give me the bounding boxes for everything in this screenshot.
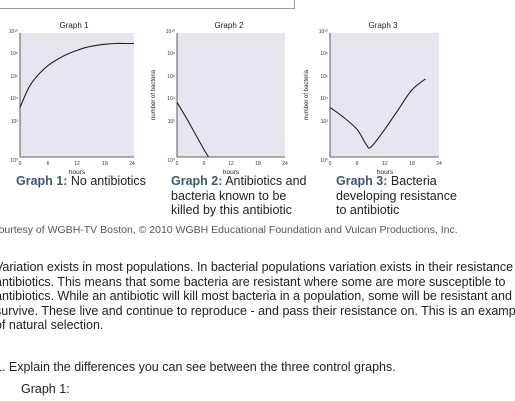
graph-2-caption-line: Antibiotics and xyxy=(222,174,307,188)
graph-2-x-label: hours xyxy=(223,169,240,176)
graph-2-svg: Graph 2 number of bacteria 10¹⁰ 10⁸ 10⁶ … xyxy=(151,21,288,176)
graph-1-series-line xyxy=(19,42,134,108)
graph-2: Graph 2 number of bacteria 10¹⁰ 10⁸ 10⁶ … xyxy=(151,18,288,176)
graph-2-plot-area xyxy=(177,33,285,157)
paragraph-line: antibiotics. While an antibiotic will ki… xyxy=(0,289,512,304)
y-tick-label: 10⁶ xyxy=(320,74,328,80)
graph-3-plot-area xyxy=(330,33,439,157)
graph-2-caption-label: Graph 2: xyxy=(171,174,223,188)
y-tick-label: 10⁴ xyxy=(320,96,328,102)
graph-1-title: Graph 1 xyxy=(60,21,89,30)
y-tick-label: 10¹⁰ xyxy=(9,29,18,35)
natural-selection-paragraph: Variation exists in most populations. In… xyxy=(0,260,515,333)
graph-3-y-label: number of bacteria xyxy=(304,69,310,120)
x-tick-label: 6 xyxy=(47,161,50,167)
question-1: 1. Explain the differences you can see b… xyxy=(0,360,396,374)
graph-3-y-ticks: 10¹⁰ 10⁸ 10⁶ 10⁴ 10² 10⁰ xyxy=(319,29,329,164)
y-tick-label: 10⁶ xyxy=(10,74,18,80)
y-tick-label: 10² xyxy=(11,119,19,125)
graph-1-plot-area xyxy=(20,33,134,157)
graph-3-caption-line: Bacteria xyxy=(387,174,437,188)
paragraph-line: of natural selection. xyxy=(0,318,104,333)
y-tick-label: 10⁸ xyxy=(10,51,18,57)
x-tick-label: 12 xyxy=(74,161,80,167)
x-tick-label: 24 xyxy=(436,161,442,167)
y-tick-label: 10⁴ xyxy=(10,96,18,102)
image-credit: Courtesy of WGBH-TV Boston, © 2010 WGBH … xyxy=(0,224,515,236)
graph-2-title: Graph 2 xyxy=(215,21,244,30)
paragraph-line: antibiotics. This means that some bacter… xyxy=(0,274,506,289)
graph-3: Graph 3 number of bacteria 10¹⁰ 10⁸ 10⁶ … xyxy=(304,18,442,176)
graph-2-caption-line: bacteria known to be xyxy=(171,188,287,203)
graph-1: Graph 1 10¹⁰ 10⁸ 10⁶ 10⁴ 10² 10⁰ 0 6 12 … xyxy=(0,18,135,176)
y-tick-label: 10⁶ xyxy=(167,74,175,80)
image-credit-text: Courtesy of WGBH-TV Boston, © 2010 WGBH … xyxy=(0,224,458,236)
y-tick-label: 10⁸ xyxy=(167,51,175,57)
graph-1-caption: Graph 1: No antibiotics xyxy=(16,174,146,189)
graph-1-svg: Graph 1 10¹⁰ 10⁸ 10⁶ 10⁴ 10² 10⁰ 0 6 12 … xyxy=(9,21,135,176)
x-tick-label: 6 xyxy=(356,161,359,167)
y-tick-label: 10² xyxy=(321,119,329,125)
x-tick-label: 12 xyxy=(382,161,388,167)
graph-3-caption-line: to antibiotic xyxy=(336,203,400,217)
x-tick-label: 0 xyxy=(19,161,22,167)
x-tick-label: 18 xyxy=(255,161,261,167)
graph-2-caption: Graph 2: Antibiotics and bacteria known … xyxy=(171,174,307,218)
graph-2-y-ticks: 10¹⁰ 10⁸ 10⁶ 10⁴ 10² 10⁰ xyxy=(166,29,176,164)
paragraph-line: survive. These live and continue to repr… xyxy=(0,303,515,318)
graph-1-x-ticks: 0 6 12 18 24 xyxy=(19,161,135,167)
graph-3-x-label: hours xyxy=(377,169,394,176)
paragraph-line: Variation exists in most populations. In… xyxy=(0,260,515,274)
x-tick-label: 12 xyxy=(228,161,234,167)
graph-3-title: Graph 3 xyxy=(369,21,398,30)
graph-2-y-label: number of bacteria xyxy=(151,69,157,120)
x-tick-label: 24 xyxy=(129,161,135,167)
y-tick-label: 10⁰ xyxy=(167,158,175,164)
y-tick-label: 10² xyxy=(168,119,176,125)
x-tick-label: 6 xyxy=(203,161,206,167)
x-tick-label: 0 xyxy=(176,161,179,167)
x-tick-label: 18 xyxy=(102,161,108,167)
y-tick-label: 10⁸ xyxy=(320,51,328,57)
graph-2-x-ticks: 0 6 12 18 24 xyxy=(176,161,288,167)
x-tick-label: 0 xyxy=(329,161,332,167)
y-tick-label: 10⁰ xyxy=(320,158,328,164)
graph-3-series-line xyxy=(329,78,426,149)
graph-1-caption-text: No antibiotics xyxy=(67,174,146,188)
graph-1-caption-label: Graph 1: xyxy=(16,174,68,188)
graph-3-svg: Graph 3 number of bacteria 10¹⁰ 10⁸ 10⁶ … xyxy=(304,21,442,176)
y-tick-label: 10⁰ xyxy=(10,158,18,164)
x-tick-label: 24 xyxy=(282,161,288,167)
y-tick-label: 10¹⁰ xyxy=(319,29,328,35)
graph-1-y-ticks: 10¹⁰ 10⁸ 10⁶ 10⁴ 10² 10⁰ xyxy=(9,29,19,164)
top-frame-box xyxy=(0,0,295,9)
graph-2-series-line xyxy=(176,102,209,158)
x-tick-label: 18 xyxy=(409,161,415,167)
graph-2-caption-line: killed by this antibiotic xyxy=(171,203,292,217)
graph-3-caption-line: developing resistance xyxy=(336,188,457,203)
y-tick-label: 10⁴ xyxy=(167,96,175,102)
graph-3-caption: Graph 3: Bacteria developing resistance … xyxy=(336,174,457,218)
y-tick-label: 10¹⁰ xyxy=(166,29,175,35)
graph-3-x-ticks: 0 6 12 18 24 xyxy=(329,161,442,167)
graph-1-answer-prompt: Graph 1: xyxy=(21,382,70,396)
graph-1-x-label: hours xyxy=(69,169,86,176)
graph-3-caption-label: Graph 3: xyxy=(336,174,388,188)
